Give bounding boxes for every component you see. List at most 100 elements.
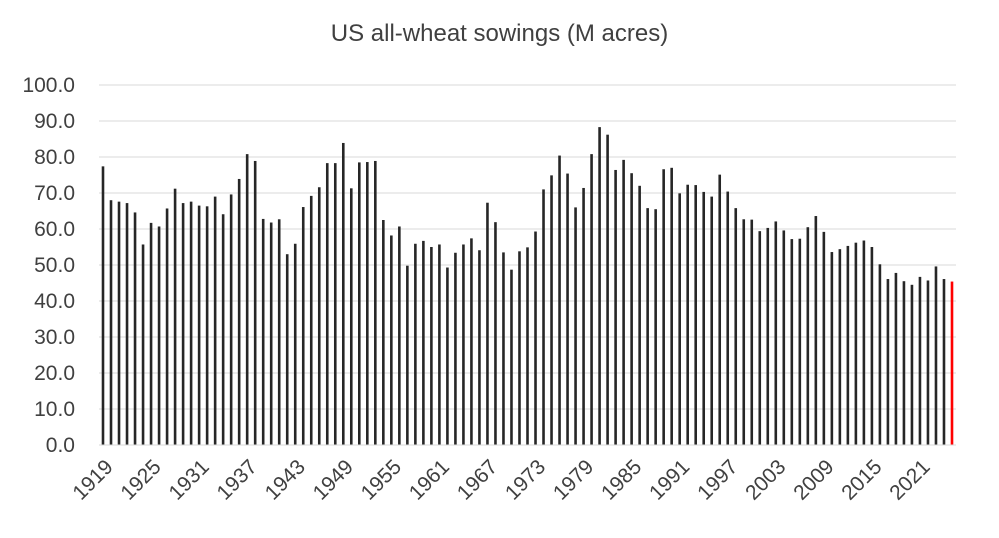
bar [694,185,697,445]
x-tick-label: 1991 [645,455,694,504]
bar [374,160,377,445]
bar [189,201,193,445]
bar [766,227,770,445]
bar [534,231,537,445]
bar [654,209,657,445]
bar [253,160,257,445]
bar [133,212,137,445]
bar [918,276,922,445]
bar [269,222,273,445]
bar [566,173,569,445]
x-tick-label: 1997 [693,455,742,504]
bar [245,154,249,445]
bar [942,279,946,445]
bar [734,208,738,445]
bar [325,163,329,445]
x-tick-label: 1931 [164,455,213,504]
x-tick-label: 1979 [549,455,598,504]
bar [518,251,521,445]
y-tick-label: 50.0 [34,254,75,277]
bar [366,162,369,446]
bar [910,284,914,445]
bar [101,166,105,446]
bar [261,218,265,445]
y-tick-label: 0.0 [46,434,75,457]
bar [221,214,225,445]
bar [205,206,209,445]
bar [854,242,858,445]
bar [822,231,826,445]
x-tick-label: 1961 [405,455,454,504]
bar [526,247,529,445]
bar [862,240,866,445]
bar [718,174,722,445]
bar [462,244,465,445]
bar [558,155,561,445]
y-tick-label: 70.0 [34,182,75,205]
bar [301,207,305,445]
bar [502,252,505,445]
x-tick-label: 1937 [213,455,262,504]
bar [878,264,882,445]
bar [149,222,153,445]
bar [213,196,217,445]
bar [702,191,706,445]
bar [838,249,842,445]
bar [710,196,714,445]
bar [774,221,778,445]
x-tick-label: 2015 [837,455,886,504]
bar [414,243,417,445]
bar [398,226,401,445]
chart-title: US all-wheat sowings (M acres) [330,20,669,47]
bar [382,220,385,445]
bar [285,254,289,445]
bar [798,238,802,445]
bar [926,280,930,445]
bar [670,167,673,446]
y-tick-label: 30.0 [34,326,75,349]
bar [686,184,689,445]
bar [165,208,169,445]
bar [510,269,513,445]
bar [934,266,938,445]
bar [886,279,890,445]
bar [806,227,810,445]
bar [614,169,617,445]
bar [333,163,337,445]
bar [662,169,665,446]
bar [454,252,457,445]
x-tick-label: 1985 [597,455,646,504]
bar [742,219,746,445]
x-tick-label: 1943 [261,455,310,504]
bar [486,202,489,445]
bar [438,244,441,445]
bar [430,247,433,445]
x-tick-label: 2021 [885,455,934,504]
bar [229,194,233,445]
x-tick-label: 1949 [309,455,358,504]
bar [478,250,481,445]
bar [902,281,906,445]
bar [341,142,345,445]
bar [494,222,497,445]
bar [638,185,641,446]
bars [101,127,954,446]
bar [181,203,185,445]
x-tick-label: 2009 [789,455,838,504]
x-tick-label: 1919 [68,455,117,504]
bar [582,187,585,445]
bar [358,162,361,445]
bar [309,195,313,445]
bar [422,240,425,445]
bar [109,200,113,445]
y-tick-label: 80.0 [34,146,75,169]
bar [894,272,898,445]
bar [125,203,129,445]
bar [950,281,954,445]
bar [814,216,818,445]
bar [141,244,145,445]
y-tick-label: 20.0 [34,362,75,385]
bar [782,230,786,445]
bar [598,127,601,446]
